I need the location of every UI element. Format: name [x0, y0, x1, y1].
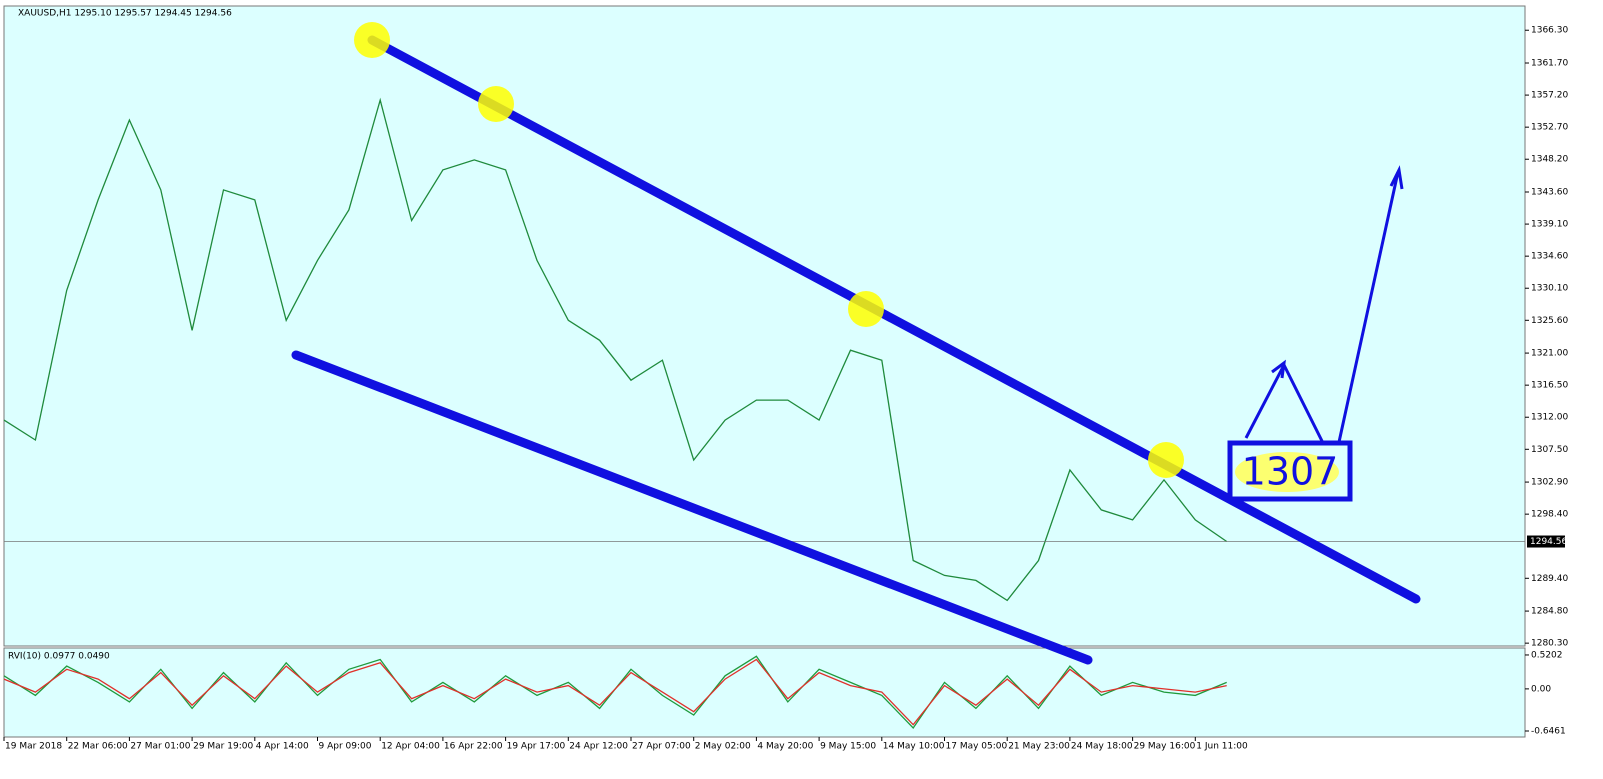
rvi-panel	[3, 647, 1526, 738]
x-tick-label: 12 Apr 04:00	[381, 742, 440, 752]
y-tick-label: 1343.60	[1531, 188, 1568, 198]
forecast-arrow	[1244, 171, 1400, 470]
highlight	[1235, 452, 1339, 492]
drawings: 1307	[291, 22, 1421, 665]
chart-title: XAUUSD,H1 1295.10 1295.57 1294.45 1294.5…	[18, 9, 232, 19]
arrow-head	[1271, 359, 1286, 379]
y-tick-label: 1334.60	[1531, 252, 1568, 262]
y-tick-label: 1357.20	[1531, 91, 1568, 101]
y-tick-label: 1302.90	[1531, 478, 1568, 488]
x-tick-label: 29 Mar 19:00	[193, 742, 253, 752]
touch-point	[478, 86, 514, 122]
y-tick-label: 1289.40	[1531, 574, 1568, 584]
y-tick-label: 1316.50	[1531, 381, 1568, 391]
main-panel	[3, 5, 1526, 647]
upper-trendline	[367, 35, 1421, 604]
x-tick-label: 4 May 20:00	[757, 742, 813, 752]
x-tick-label: 9 May 15:00	[820, 742, 876, 752]
touch-point	[848, 291, 884, 327]
x-tick-label: 24 May 18:00	[1071, 742, 1133, 752]
y-tick-label: 0.00	[1531, 684, 1551, 694]
x-tick-label: 29 May 16:00	[1134, 742, 1196, 752]
x-tick-label: 24 Apr 12:00	[569, 742, 628, 752]
y-tick-label: 1284.80	[1531, 607, 1568, 617]
touch-point	[354, 22, 390, 58]
y-tick-label: 1352.70	[1531, 123, 1568, 133]
touch-point	[1148, 442, 1184, 478]
y-tick-label: 1330.10	[1531, 284, 1568, 294]
price-line	[3, 658, 1227, 726]
x-tick-label: 16 Apr 22:00	[444, 742, 503, 752]
y-tick-label: 1348.20	[1531, 155, 1568, 165]
x-tick-label: 17 May 05:00	[946, 742, 1008, 752]
x-tick-label: 22 Mar 06:00	[68, 742, 128, 752]
x-tick-label: 14 May 10:00	[883, 742, 945, 752]
price-line	[3, 97, 1228, 602]
x-tick-label: 2 May 02:00	[695, 742, 751, 752]
x-tick-label: 1 Jun 11:00	[1196, 742, 1248, 752]
y-tick-label: 1312.00	[1531, 413, 1568, 423]
y-tick-label: 1339.10	[1531, 220, 1568, 230]
arrow-head	[1389, 165, 1404, 190]
y-tick-label: 1321.00	[1531, 349, 1568, 359]
lower-trendline	[291, 350, 1093, 665]
last-price-label: 1294.56	[1530, 537, 1567, 547]
rvi-title: RVI(10) 0.0977 0.0490	[8, 652, 110, 662]
y-tick-label: 1325.60	[1531, 316, 1568, 326]
target-label: 1307	[1242, 450, 1339, 494]
y-tick-label: -0.6461	[1531, 727, 1566, 737]
y-tick-label: 1280.30	[1531, 639, 1568, 649]
x-tick-label: 21 May 23:00	[1008, 742, 1070, 752]
x-tick-label: 27 Mar 01:00	[130, 742, 190, 752]
y-tick-label: 1298.40	[1531, 510, 1568, 520]
x-tick-label: 9 Apr 09:00	[319, 742, 372, 752]
y-tick-label: 0.5202	[1531, 650, 1563, 660]
y-tick-label: 1307.50	[1531, 445, 1568, 455]
last-price-box	[1527, 535, 1565, 548]
x-tick-label: 19 Apr 17:00	[507, 742, 566, 752]
x-tick-label: 27 Apr 07:00	[632, 742, 691, 752]
x-tick-label: 19 Mar 2018	[5, 742, 62, 752]
x-tick-label: 4 Apr 14:00	[256, 742, 309, 752]
y-tick-label: 1361.70	[1531, 59, 1568, 69]
y-tick-label: 1366.30	[1531, 26, 1568, 36]
